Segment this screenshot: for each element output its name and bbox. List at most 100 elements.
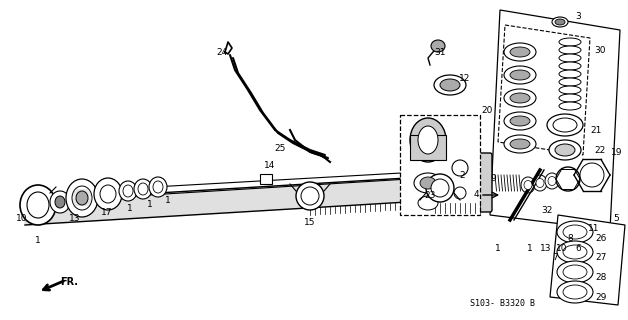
Ellipse shape [27, 192, 49, 218]
Ellipse shape [138, 183, 148, 195]
Ellipse shape [66, 179, 98, 217]
Text: 23: 23 [425, 190, 436, 199]
Text: 11: 11 [588, 223, 600, 233]
Text: 3: 3 [575, 12, 581, 20]
Ellipse shape [559, 86, 581, 94]
Text: 22: 22 [594, 146, 605, 155]
Ellipse shape [440, 79, 460, 91]
Ellipse shape [426, 174, 454, 202]
Text: 20: 20 [481, 106, 493, 115]
Ellipse shape [557, 281, 593, 303]
Text: 24: 24 [217, 47, 227, 57]
Ellipse shape [563, 285, 587, 299]
Polygon shape [490, 10, 620, 230]
Text: 10: 10 [16, 213, 28, 222]
Ellipse shape [504, 89, 536, 107]
Text: 1: 1 [495, 244, 501, 252]
Text: 8: 8 [567, 234, 573, 243]
Bar [410, 135, 446, 160]
Ellipse shape [431, 179, 449, 197]
FancyBboxPatch shape [428, 153, 492, 212]
Text: 1: 1 [165, 196, 171, 204]
Ellipse shape [552, 17, 568, 27]
Text: 19: 19 [611, 148, 623, 156]
Ellipse shape [504, 112, 536, 130]
Text: 1: 1 [35, 236, 41, 244]
Text: 27: 27 [595, 253, 607, 262]
Ellipse shape [452, 160, 468, 176]
Polygon shape [25, 173, 490, 225]
Text: 15: 15 [304, 218, 316, 227]
Ellipse shape [414, 173, 442, 193]
Ellipse shape [559, 70, 581, 78]
Ellipse shape [559, 94, 581, 102]
Ellipse shape [557, 221, 593, 243]
Ellipse shape [510, 116, 530, 126]
Text: 7: 7 [552, 253, 558, 262]
Ellipse shape [510, 93, 530, 103]
Ellipse shape [563, 245, 587, 259]
Polygon shape [550, 215, 625, 305]
Ellipse shape [296, 182, 324, 210]
Text: 26: 26 [595, 234, 607, 243]
Ellipse shape [410, 118, 446, 162]
Ellipse shape [434, 75, 466, 95]
Ellipse shape [100, 185, 116, 203]
Text: FR.: FR. [60, 277, 78, 287]
Ellipse shape [119, 181, 137, 201]
Text: 13: 13 [69, 213, 81, 222]
Ellipse shape [134, 179, 152, 199]
Ellipse shape [504, 66, 536, 84]
Text: S103- B3320 B: S103- B3320 B [470, 299, 535, 308]
Text: 28: 28 [595, 274, 607, 283]
Bar [400, 115, 480, 215]
Ellipse shape [76, 191, 88, 205]
Ellipse shape [504, 135, 536, 153]
Ellipse shape [559, 102, 581, 110]
Ellipse shape [301, 187, 319, 205]
Ellipse shape [510, 70, 530, 80]
Text: 5: 5 [613, 213, 619, 222]
Ellipse shape [420, 177, 436, 189]
Ellipse shape [555, 144, 575, 156]
Ellipse shape [553, 118, 577, 132]
Ellipse shape [418, 126, 438, 154]
Ellipse shape [521, 177, 535, 193]
Text: 21: 21 [590, 125, 602, 134]
Text: 1: 1 [127, 204, 133, 212]
Text: 4: 4 [473, 189, 479, 198]
Ellipse shape [545, 173, 559, 189]
Ellipse shape [533, 175, 547, 191]
Ellipse shape [563, 225, 587, 239]
Ellipse shape [559, 78, 581, 86]
Ellipse shape [510, 139, 530, 149]
Text: 32: 32 [541, 205, 553, 214]
Ellipse shape [72, 186, 92, 210]
Ellipse shape [559, 54, 581, 62]
Ellipse shape [555, 19, 565, 25]
Ellipse shape [556, 167, 580, 191]
Ellipse shape [418, 196, 438, 210]
Ellipse shape [547, 114, 583, 136]
Text: 30: 30 [594, 45, 606, 54]
Ellipse shape [559, 38, 581, 46]
Text: 10: 10 [556, 244, 568, 252]
Ellipse shape [510, 47, 530, 57]
Text: 12: 12 [459, 74, 471, 83]
Ellipse shape [454, 187, 466, 199]
Bar [260, 174, 272, 184]
Text: 17: 17 [101, 207, 113, 217]
Text: 31: 31 [434, 47, 446, 57]
Text: 1: 1 [527, 244, 533, 252]
Ellipse shape [549, 140, 581, 160]
Ellipse shape [123, 185, 133, 197]
Text: 13: 13 [540, 244, 552, 252]
Text: 9: 9 [490, 173, 496, 182]
Ellipse shape [557, 241, 593, 263]
Ellipse shape [524, 180, 532, 189]
Text: 25: 25 [274, 143, 286, 153]
Ellipse shape [153, 181, 163, 193]
Text: 1: 1 [147, 199, 153, 209]
Ellipse shape [149, 177, 167, 197]
Ellipse shape [504, 43, 536, 61]
